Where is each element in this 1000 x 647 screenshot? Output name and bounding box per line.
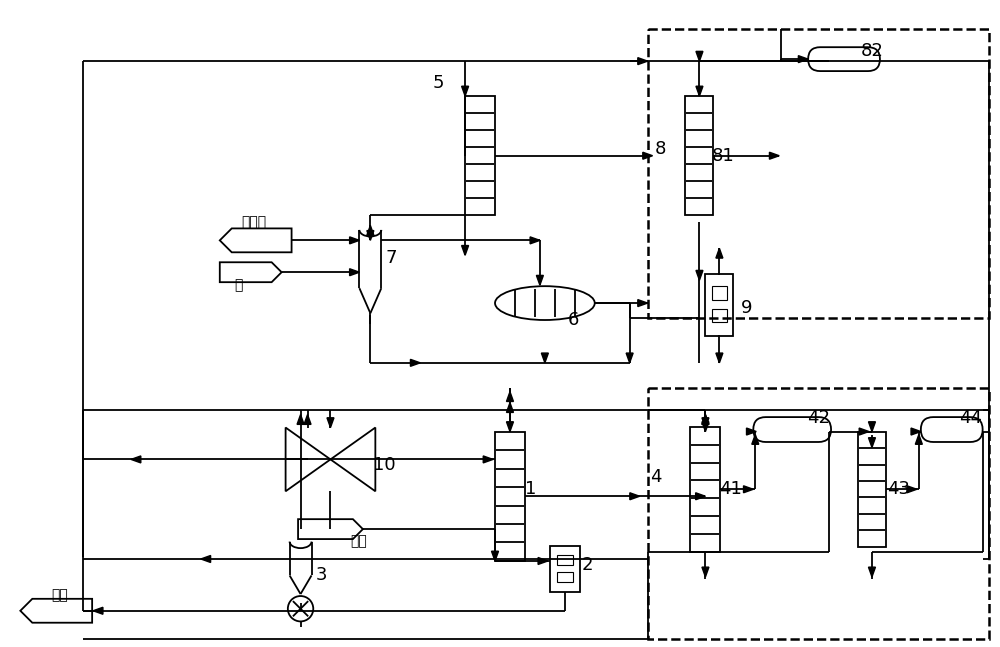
Polygon shape (327, 418, 334, 428)
Text: 7: 7 (385, 249, 397, 267)
Polygon shape (769, 152, 779, 159)
Text: 44: 44 (959, 409, 982, 426)
Bar (712, 309, 727, 322)
Polygon shape (744, 486, 753, 493)
Polygon shape (350, 269, 359, 276)
Polygon shape (696, 51, 703, 61)
Bar (557, 554, 573, 565)
Polygon shape (702, 567, 709, 577)
Polygon shape (131, 456, 141, 463)
Polygon shape (868, 438, 875, 448)
Polygon shape (536, 276, 543, 285)
Text: 5: 5 (432, 74, 444, 92)
Bar (495, 432, 525, 561)
Polygon shape (530, 237, 540, 244)
Polygon shape (630, 493, 640, 499)
Bar (550, 546, 580, 592)
Text: 水: 水 (235, 278, 243, 292)
Text: 驰放气: 驰放气 (241, 215, 266, 230)
Polygon shape (907, 486, 917, 493)
Bar (705, 274, 733, 336)
Polygon shape (506, 422, 513, 432)
Polygon shape (915, 435, 922, 444)
Polygon shape (747, 428, 756, 435)
Polygon shape (702, 418, 709, 428)
Polygon shape (541, 353, 548, 363)
Polygon shape (702, 422, 709, 432)
Text: 4: 4 (650, 468, 661, 487)
Polygon shape (506, 402, 513, 412)
Polygon shape (868, 422, 875, 432)
Polygon shape (483, 456, 493, 463)
Polygon shape (696, 270, 703, 280)
Polygon shape (643, 152, 653, 159)
Bar (465, 96, 495, 215)
Polygon shape (626, 353, 633, 363)
Text: 甲醇: 甲醇 (51, 588, 68, 602)
Polygon shape (410, 359, 420, 366)
Text: 1: 1 (525, 480, 536, 498)
Polygon shape (304, 415, 311, 424)
Polygon shape (859, 428, 869, 435)
Bar (712, 286, 727, 300)
Text: 9: 9 (741, 299, 753, 317)
Polygon shape (716, 248, 723, 258)
Text: 6: 6 (568, 311, 579, 329)
Polygon shape (752, 435, 759, 444)
Text: 10: 10 (373, 456, 396, 474)
Polygon shape (868, 567, 875, 577)
Polygon shape (462, 245, 469, 256)
Polygon shape (702, 415, 709, 424)
Polygon shape (638, 58, 648, 65)
Text: 2: 2 (582, 556, 593, 574)
Polygon shape (350, 237, 359, 244)
Polygon shape (506, 391, 513, 402)
Polygon shape (538, 558, 548, 564)
Polygon shape (911, 428, 921, 435)
Text: 8: 8 (655, 140, 666, 158)
Polygon shape (696, 493, 705, 499)
Text: 42: 42 (807, 409, 830, 426)
Bar (648, 388, 989, 639)
Polygon shape (798, 56, 808, 63)
Bar (648, 29, 989, 318)
Polygon shape (367, 225, 374, 235)
Polygon shape (696, 86, 703, 96)
Bar (685, 96, 713, 215)
Bar (557, 571, 573, 582)
Text: 82: 82 (861, 42, 884, 60)
Bar (690, 427, 720, 551)
Text: 81: 81 (711, 147, 734, 165)
Polygon shape (297, 415, 304, 424)
Text: 3: 3 (316, 566, 327, 584)
Text: 43: 43 (887, 480, 910, 498)
Polygon shape (716, 353, 723, 363)
Bar (858, 432, 886, 547)
Polygon shape (201, 556, 211, 562)
Polygon shape (638, 300, 648, 307)
Polygon shape (367, 230, 374, 240)
Text: 原料: 原料 (350, 534, 367, 548)
Polygon shape (462, 86, 469, 96)
Polygon shape (93, 608, 103, 614)
Polygon shape (492, 551, 499, 561)
Polygon shape (702, 415, 709, 424)
Text: 41: 41 (719, 480, 742, 498)
